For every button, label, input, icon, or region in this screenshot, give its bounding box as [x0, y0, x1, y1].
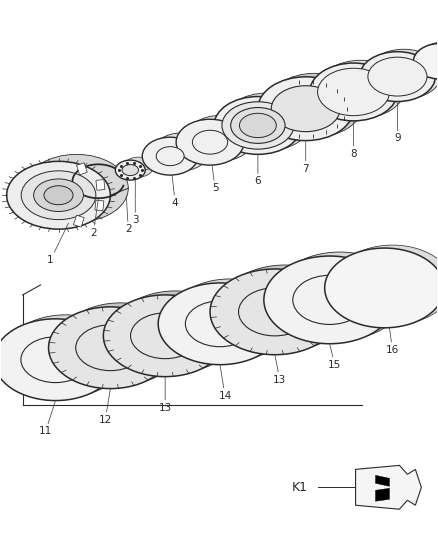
- Ellipse shape: [366, 49, 438, 99]
- Ellipse shape: [360, 52, 435, 101]
- Ellipse shape: [240, 114, 276, 138]
- Ellipse shape: [156, 147, 184, 166]
- Bar: [74, 215, 84, 227]
- Text: K1: K1: [292, 481, 308, 494]
- Ellipse shape: [413, 43, 438, 79]
- Text: 6: 6: [254, 155, 261, 186]
- Ellipse shape: [223, 93, 311, 151]
- Polygon shape: [375, 475, 389, 486]
- Text: 13: 13: [273, 355, 286, 385]
- Ellipse shape: [59, 303, 182, 385]
- Ellipse shape: [168, 279, 292, 361]
- Ellipse shape: [153, 133, 209, 171]
- Ellipse shape: [210, 269, 339, 355]
- Ellipse shape: [4, 315, 127, 397]
- Ellipse shape: [274, 252, 406, 340]
- Ellipse shape: [267, 74, 363, 137]
- Text: 8: 8: [350, 121, 357, 159]
- Bar: [77, 163, 87, 175]
- Ellipse shape: [368, 57, 427, 96]
- Polygon shape: [375, 488, 389, 501]
- Ellipse shape: [271, 86, 340, 132]
- Ellipse shape: [214, 96, 302, 155]
- Text: 11: 11: [39, 401, 56, 437]
- Ellipse shape: [185, 301, 254, 346]
- Ellipse shape: [220, 265, 350, 351]
- Ellipse shape: [0, 319, 117, 401]
- Ellipse shape: [192, 130, 228, 154]
- Polygon shape: [356, 465, 421, 509]
- Ellipse shape: [258, 77, 353, 141]
- Ellipse shape: [21, 171, 96, 220]
- Ellipse shape: [239, 288, 311, 336]
- Ellipse shape: [186, 116, 254, 161]
- Text: 13: 13: [159, 377, 172, 413]
- Ellipse shape: [21, 337, 90, 383]
- Text: 3: 3: [132, 180, 138, 225]
- Ellipse shape: [124, 157, 153, 177]
- Text: 2: 2: [125, 195, 131, 234]
- Ellipse shape: [115, 160, 145, 180]
- Text: 1: 1: [47, 223, 68, 265]
- Ellipse shape: [142, 137, 198, 175]
- Ellipse shape: [34, 179, 83, 212]
- Text: 12: 12: [99, 389, 112, 424]
- Ellipse shape: [293, 276, 367, 325]
- Text: 7: 7: [302, 141, 309, 174]
- Text: 14: 14: [219, 365, 232, 401]
- Ellipse shape: [176, 119, 244, 165]
- Text: 4: 4: [172, 175, 178, 208]
- Text: 15: 15: [328, 344, 341, 370]
- Text: 9: 9: [394, 101, 401, 143]
- Text: 10: 10: [0, 532, 1, 533]
- Bar: [96, 180, 105, 190]
- Ellipse shape: [44, 185, 73, 205]
- Ellipse shape: [222, 102, 294, 149]
- Ellipse shape: [7, 161, 110, 229]
- Ellipse shape: [49, 307, 172, 389]
- Ellipse shape: [418, 42, 438, 77]
- Text: 16: 16: [386, 328, 399, 355]
- Ellipse shape: [103, 295, 227, 377]
- Text: 2: 2: [90, 198, 99, 238]
- Ellipse shape: [131, 313, 200, 359]
- Ellipse shape: [325, 248, 438, 328]
- Ellipse shape: [113, 291, 237, 373]
- Bar: [95, 200, 104, 211]
- Ellipse shape: [310, 63, 397, 121]
- Ellipse shape: [76, 325, 145, 370]
- Ellipse shape: [122, 165, 138, 175]
- Ellipse shape: [332, 245, 438, 325]
- Ellipse shape: [264, 256, 396, 344]
- Ellipse shape: [25, 155, 128, 222]
- Ellipse shape: [231, 108, 285, 143]
- Text: 5: 5: [212, 165, 218, 193]
- Ellipse shape: [317, 60, 405, 118]
- Ellipse shape: [318, 68, 389, 116]
- Ellipse shape: [158, 283, 282, 365]
